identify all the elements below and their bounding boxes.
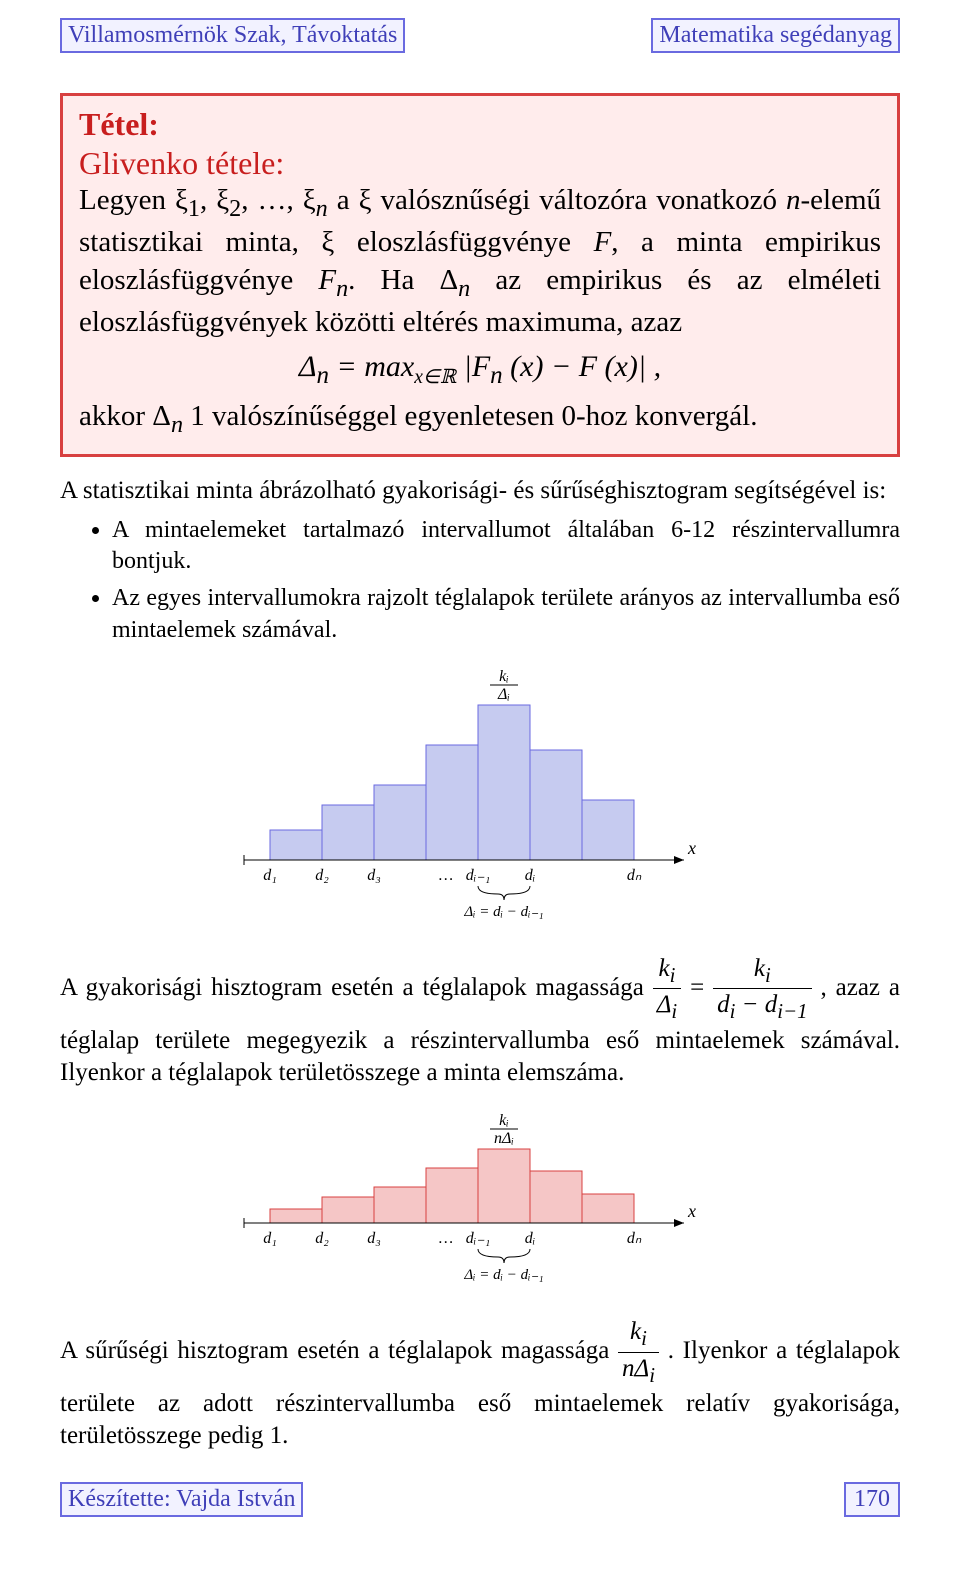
theorem-body-1: Legyen ξ1, ξ2, …, ξn a ξ valósznűségi vá… <box>79 182 881 342</box>
frequency-paragraph: A gyakorisági hisztogram esetén a téglal… <box>60 953 900 1089</box>
svg-text:d₂: d₂ <box>315 1230 329 1247</box>
svg-text:kᵢ: kᵢ <box>499 1112 509 1129</box>
svg-text:x: x <box>687 1201 696 1221</box>
theorem-equation: Δn = maxx∈ℝ |Fn (x) − F (x)| , <box>79 350 881 390</box>
page-number: 170 <box>844 1482 900 1517</box>
svg-text:dᵢ: dᵢ <box>525 867 536 884</box>
svg-text:Δᵢ = dᵢ − dᵢ₋₁: Δᵢ = dᵢ − dᵢ₋₁ <box>463 904 543 920</box>
intro-paragraph: A statisztikai minta ábrázolható gyakori… <box>60 475 900 507</box>
svg-text:d₃: d₃ <box>367 867 381 884</box>
svg-text:kᵢ: kᵢ <box>499 668 509 685</box>
svg-text:dᵢ₋₁: dᵢ₋₁ <box>466 1230 491 1247</box>
frequency-histogram: x d₁ d₂ d₃ … dᵢ₋₁ dᵢ dₙ Δᵢ = dᵢ − dᵢ₋₁ kᵢΔᵢ <box>60 660 900 935</box>
svg-text:Δᵢ: Δᵢ <box>497 686 510 703</box>
bullet-item: Az egyes intervallumokra rajzolt téglala… <box>112 583 900 645</box>
svg-text:dₙ: dₙ <box>627 1230 642 1247</box>
svg-text:x: x <box>687 838 696 858</box>
dens-text-pre: A sűrűségi hisztogram esetén a téglalapo… <box>60 1337 618 1364</box>
freq-text-pre: A gyakorisági hisztogram esetén a téglal… <box>60 974 653 1001</box>
svg-text:dₙ: dₙ <box>627 867 642 884</box>
header-left-badge: Villamosmérnök Szak, Távoktatás <box>60 18 405 53</box>
theorem-subtitle: Glivenko tétele: <box>79 145 881 182</box>
svg-text:dᵢ: dᵢ <box>525 1230 536 1247</box>
svg-text:…: … <box>439 867 453 884</box>
page-header: Villamosmérnök Szak, Távoktatás Matemati… <box>60 18 900 53</box>
freq-frac-2: kidi − di−1 <box>713 953 811 1025</box>
theorem-conclusion: akkor Δn 1 valószínűséggel egyenletesen … <box>79 398 881 440</box>
footer-author: Készítette: Vajda István <box>60 1482 303 1517</box>
header-right-badge: Matematika segédanyag <box>651 18 900 53</box>
theorem-box: Tétel: Glivenko tétele: Legyen ξ1, ξ2, …… <box>60 93 900 457</box>
svg-text:nΔᵢ: nΔᵢ <box>494 1130 514 1147</box>
hist1-svg: x d₁ d₂ d₃ … dᵢ₋₁ dᵢ dₙ Δᵢ = dᵢ − dᵢ₋₁ kᵢΔᵢ <box>230 660 730 930</box>
svg-text:dᵢ₋₁: dᵢ₋₁ <box>466 867 491 884</box>
bullet-item: A mintaelemeket tartalmazó intervallumot… <box>112 515 900 577</box>
svg-text:d₁: d₁ <box>263 867 277 884</box>
theorem-title: Tétel: <box>79 106 881 143</box>
freq-eq: = <box>690 974 713 1001</box>
svg-text:d₃: d₃ <box>367 1230 381 1247</box>
density-histogram: x d₁ d₂ d₃ … dᵢ₋₁ dᵢ dₙ Δᵢ = dᵢ − dᵢ₋₁ kᵢnΔᵢ <box>60 1103 900 1298</box>
svg-text:d₂: d₂ <box>315 867 329 884</box>
bullet-list: A mintaelemeket tartalmazó intervallumot… <box>60 515 900 646</box>
hist2-svg: x d₁ d₂ d₃ … dᵢ₋₁ dᵢ dₙ Δᵢ = dᵢ − dᵢ₋₁ kᵢnΔᵢ <box>230 1103 730 1293</box>
density-paragraph: A sűrűségi hisztogram esetén a téglalapo… <box>60 1316 900 1452</box>
freq-frac-1: kiΔi <box>653 953 681 1025</box>
svg-text:…: … <box>439 1230 453 1247</box>
svg-text:d₁: d₁ <box>263 1230 277 1247</box>
dens-frac: kinΔi <box>618 1316 659 1388</box>
page-footer: Készítette: Vajda István 170 <box>60 1482 900 1517</box>
svg-text:Δᵢ = dᵢ − dᵢ₋₁: Δᵢ = dᵢ − dᵢ₋₁ <box>463 1267 543 1283</box>
